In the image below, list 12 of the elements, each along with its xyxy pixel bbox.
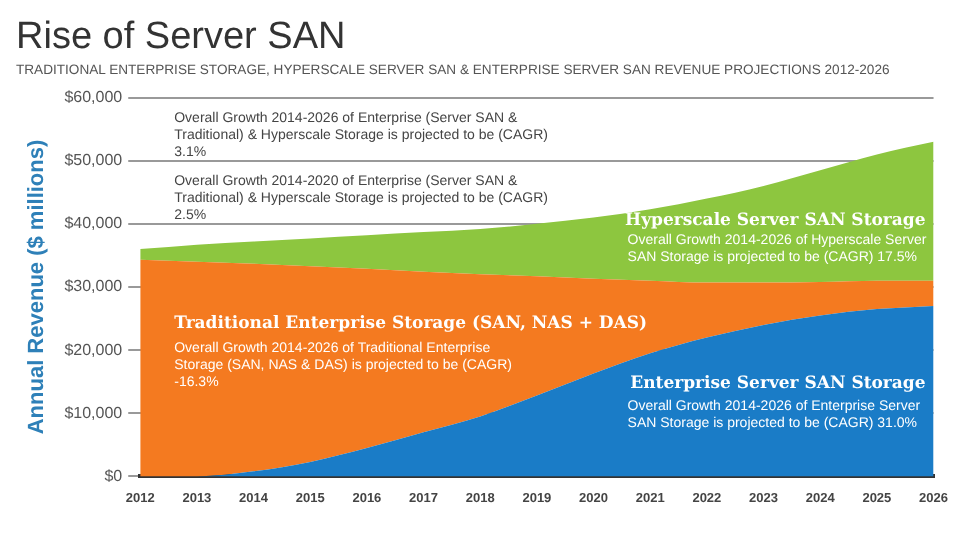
y-tick-label: $0 [104,466,124,485]
y-tick-label: $40,000 [64,214,124,233]
chart-title: Rise of Server SAN [16,16,348,60]
y-tick-label: $50,000 [64,151,124,170]
series-label: Enterprise Server SAN Storage [630,374,927,395]
y-tick-label: $30,000 [64,277,124,296]
y-tick-label: $10,000 [64,403,124,422]
series-label: Traditional Enterprise Storage (SAN, NAS + DAS) [174,314,648,335]
y-axis-title: Annual Revenue ($ millions) [25,139,50,435]
series-label: Hyperscale Server SAN Storage [625,211,927,232]
y-tick-label: $60,000 [64,88,124,107]
y-tick-label: $20,000 [64,340,124,359]
